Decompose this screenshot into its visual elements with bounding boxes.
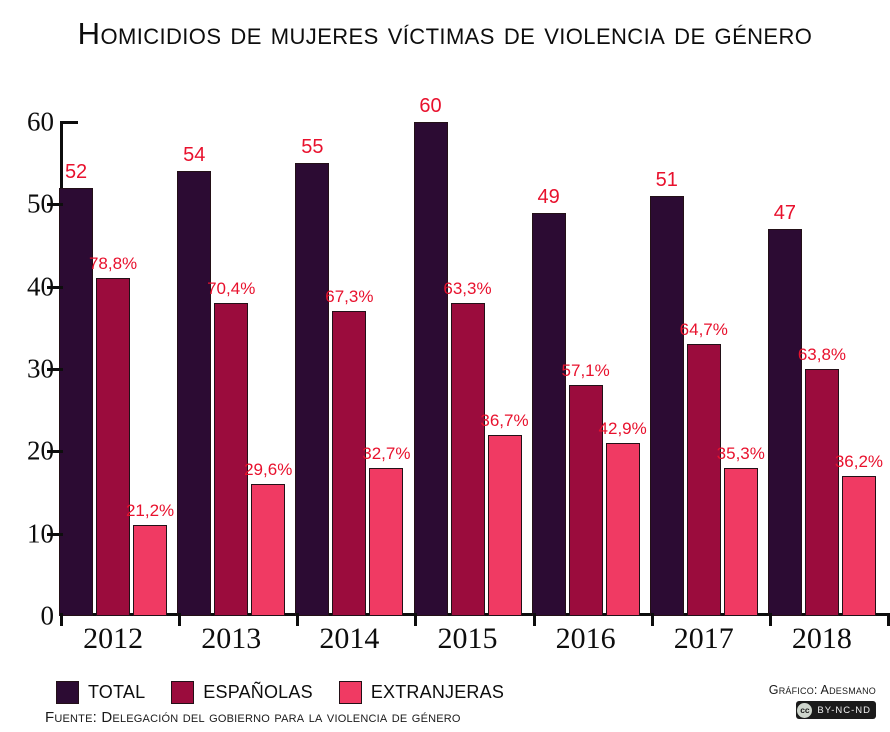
- page-title: Homicidios de mujeres víctimas de violen…: [77, 16, 813, 51]
- legend-swatch-total: [55, 681, 79, 704]
- bar-value-label: 67,3%: [325, 287, 374, 307]
- legend-label-espanolas: ESPAÑOLAS: [203, 682, 313, 702]
- bar-extranjeras-2012[interactable]: [133, 525, 168, 616]
- x-axis-tick-mark: [178, 613, 182, 626]
- x-axis-tick-mark: [414, 613, 418, 626]
- legend-item-total[interactable]: TOTAL: [55, 681, 146, 704]
- bar-españolas-2015[interactable]: [450, 303, 485, 616]
- bar-value-label: 32,7%: [362, 443, 411, 463]
- bar-extranjeras-2015[interactable]: [487, 434, 522, 616]
- bar-value-label: 29,6%: [244, 460, 293, 480]
- bar-value-label: 78,8%: [88, 254, 138, 274]
- bar-value-label: 70,4%: [207, 279, 256, 299]
- bar-value-label: 55: [301, 136, 324, 159]
- cc-circle-icon: cc: [797, 702, 813, 718]
- x-axis-label-2013: 2013: [201, 622, 262, 655]
- bar-value-label: 42,9%: [598, 419, 647, 439]
- y-axis-tick-mark: [47, 203, 63, 207]
- bar-españolas-2012[interactable]: [96, 278, 131, 616]
- x-axis-label-2012: 2012: [83, 622, 144, 655]
- y-axis-tick-mark: [47, 285, 63, 289]
- x-axis-tick-mark: [768, 613, 772, 626]
- bar-españolas-2014[interactable]: [332, 311, 367, 616]
- x-axis-label-2018: 2018: [791, 622, 852, 655]
- bar-value-label: 63,3%: [443, 279, 492, 299]
- bar-value-label: 36,2%: [834, 452, 884, 472]
- legend-label-extranjeras: EXTRANJERAS: [370, 682, 505, 702]
- legend-swatch-espanolas: [171, 681, 195, 704]
- bar-extranjeras-2018[interactable]: [841, 476, 876, 616]
- credit-block: Gráfico: Adesmano cc BY-NC-ND: [752, 683, 876, 719]
- x-axis-tick-mark: [296, 613, 300, 626]
- x-axis-label-2015: 2015: [437, 622, 498, 655]
- bar-extranjeras-2013[interactable]: [251, 484, 286, 616]
- bar-españolas-2013[interactable]: [214, 303, 249, 616]
- bar-españolas-2018[interactable]: [804, 369, 839, 616]
- bar-total-2013[interactable]: [177, 171, 212, 616]
- bar-value-label: 63,8%: [797, 345, 847, 364]
- bar-value-label: 47: [773, 202, 797, 225]
- chart-legend: TOTAL ESPAÑOLAS EXTRANJERAS: [0, 681, 560, 704]
- y-axis-tick-mark: [47, 368, 63, 371]
- legend-item-extranjeras[interactable]: EXTRANJERAS: [338, 681, 505, 704]
- y-axis-tick-label: 0: [40, 600, 55, 631]
- bar-total-2015[interactable]: [413, 122, 448, 616]
- bar-value-label: 35,3%: [716, 443, 765, 463]
- bar-value-label: 21,2%: [125, 501, 175, 521]
- bar-extranjeras-2016[interactable]: [605, 443, 640, 616]
- y-axis-tick-mark: [47, 532, 63, 536]
- bar-value-label: 57,1%: [561, 361, 610, 381]
- bar-chart-plot-area: 0 10 20 30 40 50 60 52 78,8% 21,2% 54 70,4% 29,6% 55…: [0, 96, 890, 654]
- x-axis-tick-mark: [60, 613, 63, 626]
- bar-total-2012[interactable]: [59, 187, 94, 616]
- bar-españolas-2016[interactable]: [568, 385, 603, 616]
- x-axis-label-2014: 2014: [319, 622, 380, 655]
- y-axis-tick-labels: 0 10 20 30 40 50 60: [0, 100, 54, 640]
- cc-license-terms: BY-NC-ND: [817, 704, 871, 716]
- bar-extranjeras-2017[interactable]: [723, 467, 758, 616]
- credit-text: Gráfico: Adesmano: [768, 683, 876, 697]
- bar-total-2017[interactable]: [649, 196, 684, 616]
- bar-value-label: 49: [537, 185, 560, 208]
- bar-value-label: 51: [655, 169, 678, 192]
- legend-item-espanolas[interactable]: ESPAÑOLAS: [171, 681, 313, 704]
- bar-extranjeras-2014[interactable]: [369, 467, 404, 616]
- bar-value-label: 60: [419, 95, 442, 117]
- creative-commons-badge-icon: cc BY-NC-ND: [796, 701, 876, 719]
- bar-total-2014[interactable]: [295, 163, 330, 616]
- bar-value-label: 54: [183, 144, 206, 167]
- y-axis-tick-label: 60: [27, 106, 54, 137]
- legend-swatch-extranjeras: [338, 681, 362, 704]
- bar-españolas-2017[interactable]: [686, 344, 721, 616]
- legend-label-total: TOTAL: [87, 682, 146, 702]
- source-note: Fuente: Delegación del gobierno para la …: [45, 709, 461, 726]
- bar-value-label: 52: [64, 160, 88, 183]
- bar-total-2018[interactable]: [767, 229, 802, 616]
- bar-total-2016[interactable]: [531, 212, 566, 616]
- x-axis-label-2017: 2017: [673, 622, 734, 655]
- x-axis-tick-mark: [650, 613, 654, 626]
- x-axis-tick-mark: [887, 613, 890, 626]
- bar-value-label: 64,7%: [679, 320, 728, 340]
- y-axis-tick-mark: [47, 450, 63, 454]
- y-axis-top-cap: [60, 121, 78, 124]
- bar-value-label: 36,7%: [480, 410, 529, 430]
- x-axis-tick-mark: [532, 613, 536, 626]
- x-axis-label-2016: 2016: [555, 622, 616, 655]
